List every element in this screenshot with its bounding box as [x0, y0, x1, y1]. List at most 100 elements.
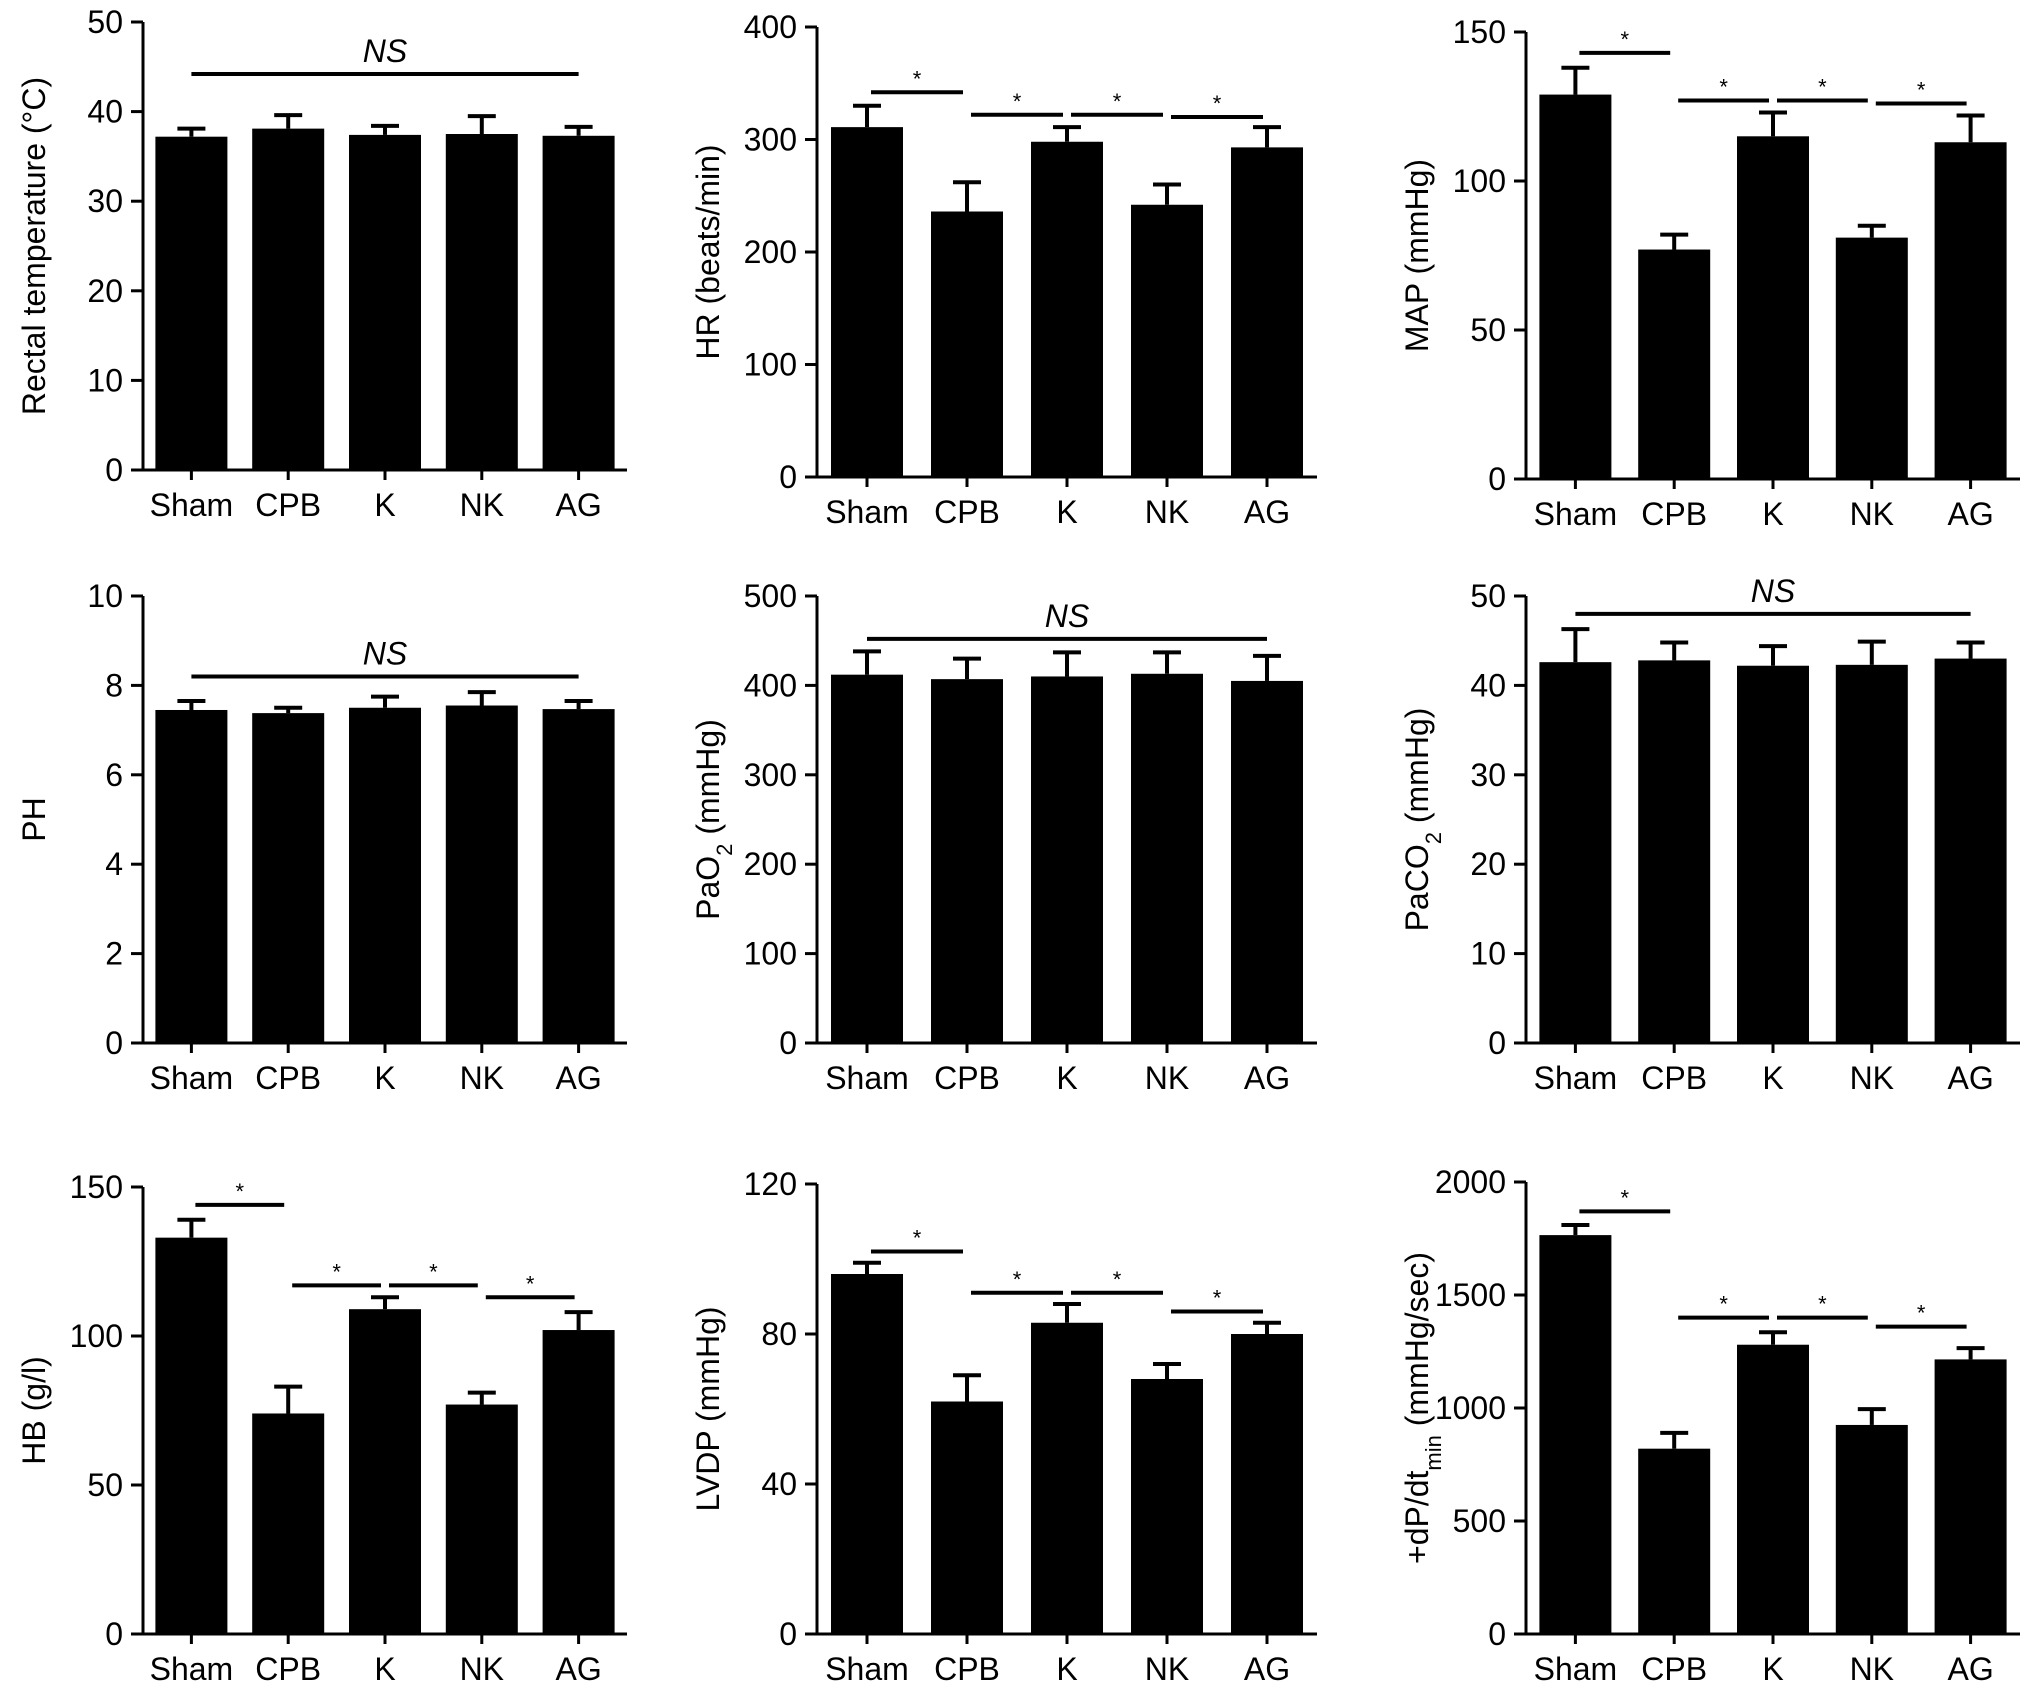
y-axis-label: LVDP (mmHg) [690, 1306, 726, 1511]
significance-asterisk: * [1719, 75, 1728, 100]
y-axis-label: +dP/dtmin (mmHg/sec) [1399, 1252, 1446, 1564]
bar [1835, 237, 1908, 479]
y-tick-label: 200 [744, 234, 797, 270]
significance-asterisk: * [913, 1226, 922, 1251]
bar [1835, 1424, 1908, 1634]
bar [831, 674, 903, 1043]
y-tick-label: 100 [1453, 163, 1506, 199]
x-tick-label: K [1056, 1651, 1077, 1687]
x-tick-label: CPB [934, 1651, 1000, 1687]
significance-label-ns: NS [1045, 598, 1089, 634]
x-tick-label: NK [460, 1060, 504, 1096]
chart-panel-7: 0 50 100 150 Sham CPB K NK AG * * * * HB (g/l) [16, 1169, 627, 1687]
y-tick-label: 0 [779, 459, 797, 495]
x-tick-label: Sham [1534, 496, 1618, 532]
y-axis-label: Rectal temperature (°C) [16, 77, 52, 415]
y-tick-label: 300 [744, 757, 797, 793]
bar [1031, 141, 1103, 477]
y-axis-label: PaCO2 (mmHg) [1399, 708, 1446, 932]
bar [1835, 664, 1908, 1043]
significance-asterisk: * [1213, 1286, 1222, 1311]
y-tick-label: 50 [87, 1467, 123, 1503]
significance-label-ns: NS [1751, 573, 1795, 609]
x-tick-label: CPB [255, 487, 321, 523]
bar [931, 211, 1003, 477]
y-tick-label: 200 [744, 846, 797, 882]
bar [155, 1237, 228, 1634]
bar [831, 127, 903, 477]
x-tick-label: K [374, 1060, 395, 1096]
bar [931, 679, 1003, 1043]
bar [1031, 1322, 1103, 1634]
x-tick-label: K [374, 1651, 395, 1687]
bar [542, 709, 615, 1043]
significance-asterisk: * [1719, 1292, 1728, 1317]
bar [1231, 680, 1303, 1043]
y-tick-label: 40 [1470, 667, 1506, 703]
bar [155, 136, 228, 471]
x-tick-label: NK [1850, 496, 1894, 532]
y-tick-label: 120 [744, 1166, 797, 1202]
y-axis-label: HB (g/l) [16, 1356, 52, 1464]
bar [1131, 1379, 1203, 1634]
x-tick-label: K [1762, 1651, 1783, 1687]
bar [445, 134, 518, 470]
significance-asterisk: * [1113, 89, 1122, 114]
y-tick-label: 30 [1470, 757, 1506, 793]
x-tick-label: CPB [934, 494, 1000, 530]
significance-label-ns: NS [363, 635, 407, 671]
y-tick-label: 0 [105, 1025, 123, 1061]
bar [1934, 1359, 2007, 1634]
bar [252, 713, 325, 1043]
x-tick-label: Sham [1534, 1651, 1618, 1687]
significance-asterisk: * [1818, 75, 1827, 100]
x-tick-label: CPB [1641, 496, 1707, 532]
bar [542, 1330, 615, 1634]
x-tick-label: NK [460, 1651, 504, 1687]
significance-asterisk: * [1621, 27, 1630, 52]
y-tick-label: 50 [87, 4, 123, 40]
y-tick-label: 500 [1453, 1503, 1506, 1539]
x-tick-label: NK [1145, 1651, 1189, 1687]
y-tick-label: 0 [779, 1025, 797, 1061]
y-tick-label: 20 [1470, 846, 1506, 882]
y-tick-label: 50 [1470, 312, 1506, 348]
y-tick-label: 8 [105, 667, 123, 703]
bar [1934, 142, 2007, 479]
y-tick-label: 20 [87, 273, 123, 309]
y-axis-label: PaO2 (mmHg) [690, 719, 737, 920]
bar [445, 705, 518, 1043]
x-tick-label: NK [1145, 494, 1189, 530]
significance-asterisk: * [913, 66, 922, 91]
y-tick-label: 2 [105, 936, 123, 972]
x-tick-label: AG [1947, 496, 1993, 532]
bar [1737, 1344, 1809, 1634]
bar [1231, 147, 1303, 477]
y-tick-label: 100 [744, 347, 797, 383]
chart-panel-5: 0 100 200 300 400 500 Sham CPB K NK AG NS PaO2 (mmHg… [690, 578, 1317, 1096]
y-tick-label: 0 [779, 1616, 797, 1652]
x-tick-label: CPB [1641, 1651, 1707, 1687]
y-tick-label: 0 [1488, 1025, 1506, 1061]
bar [1638, 249, 1711, 479]
y-tick-label: 300 [744, 122, 797, 158]
significance-asterisk: * [526, 1271, 535, 1296]
bar [349, 134, 421, 470]
bar [1539, 662, 1612, 1043]
y-tick-label: 10 [1470, 936, 1506, 972]
x-tick-label: Sham [825, 494, 909, 530]
x-tick-label: AG [1947, 1651, 1993, 1687]
x-tick-label: NK [1850, 1060, 1894, 1096]
y-tick-label: 1000 [1435, 1390, 1506, 1426]
y-axis-label: PH [16, 797, 52, 841]
significance-asterisk: * [332, 1259, 341, 1284]
x-tick-label: AG [1244, 1060, 1290, 1096]
bar [349, 707, 421, 1043]
x-tick-label: CPB [934, 1060, 1000, 1096]
x-tick-label: Sham [150, 1060, 234, 1096]
y-axis-label: HR (beats/min) [690, 144, 726, 359]
y-tick-label: 40 [87, 94, 123, 130]
x-tick-label: Sham [825, 1060, 909, 1096]
x-tick-label: K [1762, 496, 1783, 532]
chart-panel-3: 0 50 100 150 Sham CPB K NK AG * * * * MAP (mmHg) [1399, 14, 2020, 532]
